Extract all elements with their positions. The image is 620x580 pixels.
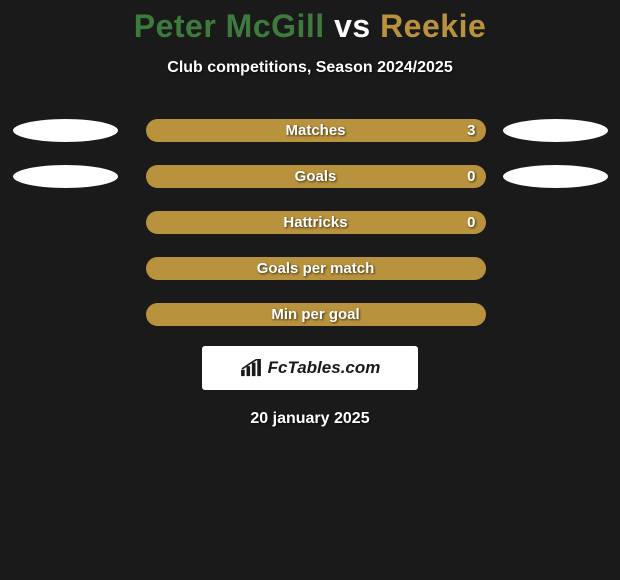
stat-row: Goals per match bbox=[0, 257, 620, 280]
date-text: 20 january 2025 bbox=[0, 410, 620, 428]
stat-row: Goals0 bbox=[0, 165, 620, 188]
stat-bar: Min per goal bbox=[146, 303, 486, 326]
player2-marker bbox=[503, 165, 608, 188]
stat-label: Min per goal bbox=[146, 303, 486, 326]
logo-badge: FcTables.com bbox=[202, 346, 418, 390]
page-title: Peter McGill vs Reekie bbox=[0, 8, 620, 45]
stat-value-right: 0 bbox=[467, 211, 475, 234]
player1-name: Peter McGill bbox=[134, 8, 325, 44]
player2-name: Reekie bbox=[380, 8, 486, 44]
logo-text: FcTables.com bbox=[268, 358, 381, 378]
stat-row: Min per goal bbox=[0, 303, 620, 326]
stat-label: Matches bbox=[146, 119, 486, 142]
stat-label: Goals bbox=[146, 165, 486, 188]
player1-marker bbox=[13, 119, 118, 142]
stat-bar: Goals0 bbox=[146, 165, 486, 188]
stat-bar: Goals per match bbox=[146, 257, 486, 280]
player2-marker bbox=[503, 119, 608, 142]
stat-label: Goals per match bbox=[146, 257, 486, 280]
subtitle: Club competitions, Season 2024/2025 bbox=[0, 59, 620, 77]
stat-bar: Matches3 bbox=[146, 119, 486, 142]
stat-value-right: 0 bbox=[467, 165, 475, 188]
comparison-infographic: Peter McGill vs Reekie Club competitions… bbox=[0, 0, 620, 428]
stat-label: Hattricks bbox=[146, 211, 486, 234]
stat-bar: Hattricks0 bbox=[146, 211, 486, 234]
stat-row: Matches3 bbox=[0, 119, 620, 142]
vs-text: vs bbox=[334, 8, 371, 44]
player1-marker bbox=[13, 165, 118, 188]
bars-icon bbox=[240, 359, 262, 377]
stat-value-right: 3 bbox=[467, 119, 475, 142]
stat-row: Hattricks0 bbox=[0, 211, 620, 234]
stat-rows: Matches3Goals0Hattricks0Goals per matchM… bbox=[0, 119, 620, 326]
